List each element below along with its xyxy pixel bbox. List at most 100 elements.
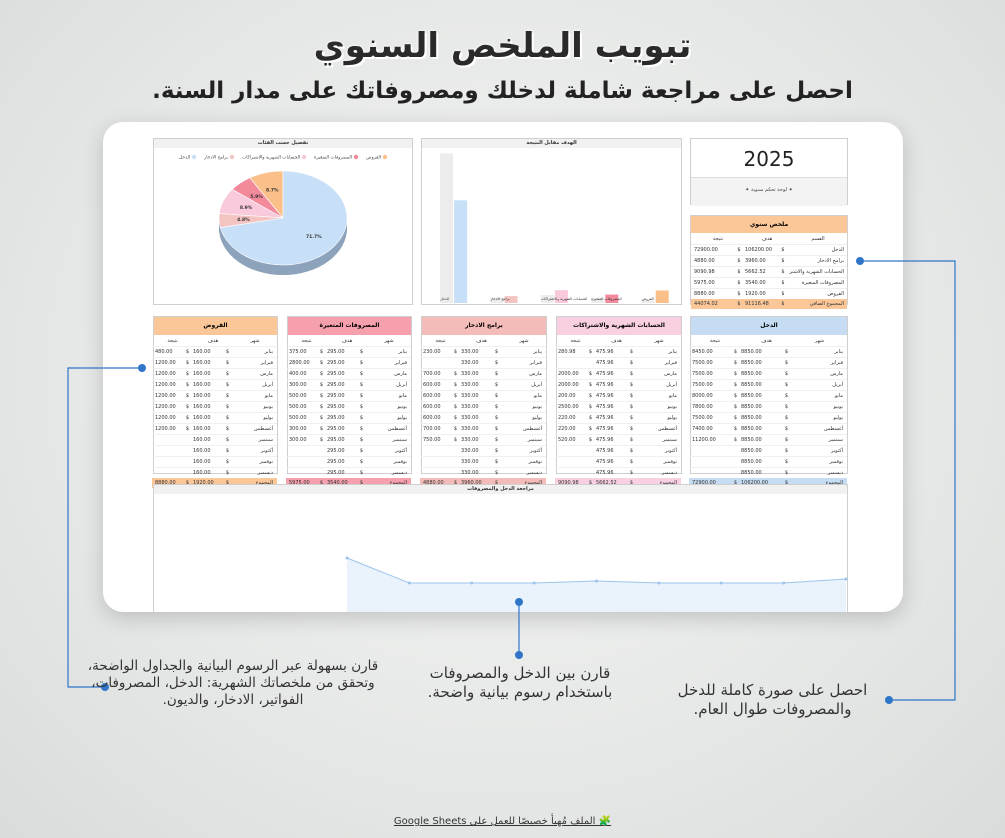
currency: $ (222, 346, 233, 357)
target: 8850.00 (741, 445, 781, 456)
column-header: شهر (250, 338, 260, 344)
month: سبتمبر (502, 434, 546, 445)
empty-cell (585, 445, 596, 456)
total-result: 5975.00 (286, 478, 316, 488)
target: 8850.00 (741, 346, 781, 357)
currency: $ (356, 346, 367, 357)
month: فبراير (792, 357, 847, 368)
legend-label: الدخل (179, 156, 190, 161)
target: 475.96 (596, 346, 626, 357)
column-header: القسم (811, 236, 825, 242)
currency: $ (491, 379, 502, 390)
month: مارس (502, 368, 546, 379)
result: 520.00 (555, 434, 585, 445)
month: يوليو (637, 412, 681, 423)
currency: $ (222, 390, 233, 401)
month: فبراير (502, 357, 546, 368)
currency: $ (182, 357, 193, 368)
result: 1200.00 (152, 412, 182, 423)
column-header: هدف (761, 338, 772, 344)
currency: $ (491, 346, 502, 357)
month: ديسمبر (792, 467, 847, 478)
empty-cell (286, 456, 316, 467)
empty-cell (420, 357, 450, 368)
currency: $ (316, 357, 327, 368)
target: 295.00 (327, 368, 356, 379)
currency: $ (491, 423, 502, 434)
result: 600.00 (420, 379, 450, 390)
target: 330.00 (461, 368, 491, 379)
currency: $ (626, 401, 637, 412)
month: أبريل (637, 379, 681, 390)
month: مارس (637, 368, 681, 379)
result: 8450.00 (689, 346, 730, 357)
month: نوفمبر (637, 456, 681, 467)
empty-cell (316, 456, 327, 467)
target: 330.00 (461, 434, 491, 445)
currency: $ (626, 357, 637, 368)
callout-dot (138, 364, 146, 372)
result: 500.00 (286, 390, 316, 401)
bar (591, 298, 605, 303)
target: 295.00 (327, 379, 356, 390)
currency: $ (450, 412, 461, 423)
currency: $ (730, 357, 741, 368)
currency: $ (182, 346, 193, 357)
target: 295.00 (327, 412, 356, 423)
total-label: المجموع الصافي (789, 299, 847, 309)
line-point (532, 581, 536, 585)
currency: $ (316, 401, 327, 412)
target: 160.00 (193, 357, 222, 368)
legend-label: المصروفات المتغيرة (314, 156, 352, 161)
line-point (719, 581, 723, 585)
currency: $ (222, 412, 233, 423)
month: أبريل (502, 379, 546, 390)
target: 8850.00 (741, 390, 781, 401)
month: فبراير (233, 357, 277, 368)
currency: $ (356, 423, 367, 434)
currency: $ (222, 456, 233, 467)
currency: $ (356, 467, 367, 478)
currency: $ (777, 266, 789, 277)
target: 475.96 (596, 368, 626, 379)
currency: $ (730, 412, 741, 423)
currency: $ (450, 478, 461, 488)
month: ديسمبر (637, 467, 681, 478)
result: 750.00 (420, 434, 450, 445)
month: سبتمبر (792, 434, 847, 445)
table-grid: شهر هدف نتيجة يناير $160.00 $480.00 فبراير $160… (152, 336, 277, 488)
legend-swatch (353, 154, 359, 160)
month: يناير (637, 346, 681, 357)
target: 8850.00 (741, 401, 781, 412)
result: 9090.98 (691, 266, 733, 277)
month: أكتوبر (637, 445, 681, 456)
month: أكتوبر (502, 445, 546, 456)
total-target: 3540.00 (327, 478, 356, 488)
currency: $ (777, 299, 789, 309)
target: 160.00 (193, 346, 222, 357)
total-result: 8880.00 (152, 478, 182, 488)
table-title: الدخل (691, 317, 847, 335)
empty-cell (182, 467, 193, 478)
currency: $ (222, 467, 233, 478)
currency: $ (730, 478, 741, 488)
currency: $ (781, 478, 792, 488)
table-title: المصروفات المتغيرة (288, 317, 411, 335)
total-result: 72900.00 (689, 478, 730, 488)
result: 280.98 (555, 346, 585, 357)
target: 330.00 (461, 390, 491, 401)
callout-dot (515, 598, 523, 606)
legend-swatch (382, 154, 388, 160)
empty-cell (689, 456, 730, 467)
column-header: شهر (654, 338, 664, 344)
currency: $ (316, 368, 327, 379)
currency: $ (356, 357, 367, 368)
target: 160.00 (193, 390, 222, 401)
target: 160.00 (193, 379, 222, 390)
currency: $ (781, 401, 792, 412)
column-header: هدف (207, 338, 219, 344)
result: 200.00 (555, 390, 585, 401)
currency: $ (491, 456, 502, 467)
currency: $ (626, 390, 637, 401)
